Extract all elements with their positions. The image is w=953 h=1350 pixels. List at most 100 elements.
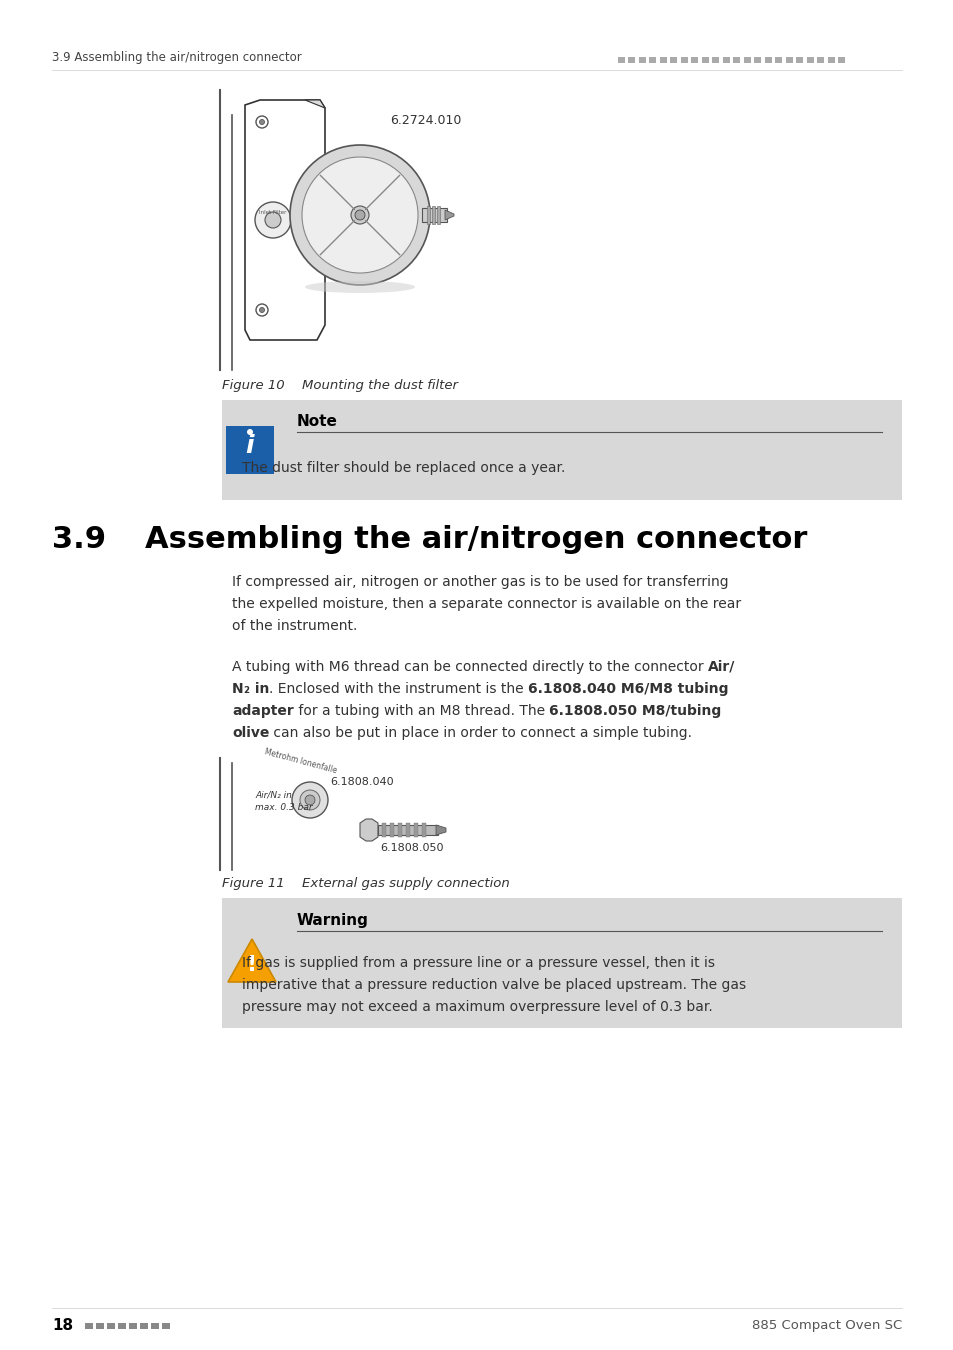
- Bar: [743, 57, 750, 63]
- Bar: [406, 824, 410, 837]
- Bar: [670, 57, 677, 63]
- Text: Figure 11: Figure 11: [222, 876, 284, 890]
- Bar: [712, 57, 719, 63]
- Polygon shape: [359, 819, 377, 841]
- Circle shape: [290, 144, 430, 285]
- Text: Air/N₂ in: Air/N₂ in: [254, 791, 292, 799]
- Bar: [722, 57, 729, 63]
- Text: olive: olive: [232, 726, 269, 740]
- Text: 3.9: 3.9: [52, 525, 106, 555]
- Bar: [436, 207, 439, 224]
- Bar: [432, 207, 435, 224]
- Text: Air/: Air/: [707, 660, 735, 674]
- Bar: [377, 825, 437, 836]
- Text: adapter: adapter: [232, 703, 294, 718]
- Text: 6.1808.040: 6.1808.040: [330, 778, 394, 787]
- Bar: [775, 57, 781, 63]
- Text: External gas supply connection: External gas supply connection: [302, 876, 509, 890]
- Text: of the instrument.: of the instrument.: [232, 620, 357, 633]
- Polygon shape: [228, 940, 275, 981]
- Circle shape: [292, 782, 328, 818]
- Bar: [414, 824, 417, 837]
- Bar: [151, 1323, 159, 1328]
- Circle shape: [351, 207, 369, 224]
- Bar: [639, 57, 645, 63]
- Text: 885 Compact Oven SC: 885 Compact Oven SC: [751, 1319, 901, 1332]
- Text: Inlet Filter: Inlet Filter: [259, 209, 287, 215]
- Text: Figure 10: Figure 10: [222, 378, 284, 392]
- Bar: [649, 57, 656, 63]
- Text: . Enclosed with the instrument is the: . Enclosed with the instrument is the: [269, 682, 527, 697]
- Polygon shape: [444, 211, 454, 220]
- Bar: [118, 1323, 126, 1328]
- Text: max. 0.3 bar: max. 0.3 bar: [254, 803, 313, 813]
- Bar: [96, 1323, 104, 1328]
- Circle shape: [265, 212, 281, 228]
- Bar: [754, 57, 760, 63]
- Text: Mounting the dust filter: Mounting the dust filter: [302, 378, 457, 392]
- Text: can also be put in place in order to connect a simple tubing.: can also be put in place in order to con…: [269, 726, 692, 740]
- Text: Note: Note: [296, 414, 337, 429]
- Bar: [785, 57, 792, 63]
- Bar: [733, 57, 740, 63]
- Circle shape: [259, 308, 264, 312]
- Bar: [691, 57, 698, 63]
- Text: 6.2724.010: 6.2724.010: [390, 115, 461, 127]
- Bar: [222, 898, 901, 1027]
- Text: If compressed air, nitrogen or another gas is to be used for transferring: If compressed air, nitrogen or another g…: [232, 575, 728, 589]
- Text: 6.1808.050: 6.1808.050: [379, 842, 443, 853]
- Text: A tubing with M6 thread can be connected directly to the connector: A tubing with M6 thread can be connected…: [232, 660, 707, 674]
- Bar: [397, 824, 401, 837]
- Text: for a tubing with an M8 thread. The: for a tubing with an M8 thread. The: [294, 703, 549, 718]
- Bar: [421, 208, 447, 221]
- Bar: [764, 57, 771, 63]
- Bar: [107, 1323, 115, 1328]
- Circle shape: [305, 795, 314, 805]
- Bar: [421, 824, 426, 837]
- Bar: [827, 57, 834, 63]
- Bar: [381, 824, 386, 837]
- Bar: [701, 57, 708, 63]
- Bar: [129, 1323, 137, 1328]
- Text: ₂: ₂: [243, 682, 250, 697]
- Bar: [427, 207, 430, 224]
- Text: the expelled moisture, then a separate connector is available on the rear: the expelled moisture, then a separate c…: [232, 597, 740, 612]
- Bar: [390, 824, 394, 837]
- Circle shape: [355, 211, 365, 220]
- Text: 18: 18: [52, 1319, 73, 1334]
- Ellipse shape: [305, 281, 415, 293]
- Bar: [838, 57, 844, 63]
- Polygon shape: [305, 100, 325, 108]
- Bar: [796, 57, 802, 63]
- Text: Warning: Warning: [296, 913, 369, 927]
- Bar: [680, 57, 687, 63]
- Polygon shape: [436, 825, 446, 836]
- Bar: [618, 57, 624, 63]
- Text: in: in: [250, 682, 269, 697]
- Bar: [162, 1323, 170, 1328]
- Text: !: !: [247, 954, 256, 975]
- Circle shape: [259, 120, 264, 124]
- Circle shape: [302, 157, 417, 273]
- Circle shape: [254, 202, 291, 238]
- Circle shape: [247, 429, 253, 435]
- Bar: [85, 1323, 92, 1328]
- Text: If gas is supplied from a pressure line or a pressure vessel, then it is: If gas is supplied from a pressure line …: [242, 956, 714, 971]
- Text: Metrohm Ionenfalle: Metrohm Ionenfalle: [263, 747, 337, 775]
- Text: N: N: [232, 682, 243, 697]
- Text: Assembling the air/nitrogen connector: Assembling the air/nitrogen connector: [145, 525, 806, 555]
- Bar: [222, 400, 901, 500]
- Text: The dust filter should be replaced once a year.: The dust filter should be replaced once …: [242, 460, 565, 475]
- Bar: [140, 1323, 148, 1328]
- Text: 6.1808.040 M6/M8 tubing: 6.1808.040 M6/M8 tubing: [527, 682, 728, 697]
- Text: 3.9 Assembling the air/nitrogen connector: 3.9 Assembling the air/nitrogen connecto…: [52, 51, 301, 65]
- Bar: [817, 57, 823, 63]
- Text: imperative that a pressure reduction valve be placed upstream. The gas: imperative that a pressure reduction val…: [242, 977, 745, 992]
- Bar: [628, 57, 635, 63]
- Text: pressure may not exceed a maximum overpressure level of 0.3 bar.: pressure may not exceed a maximum overpr…: [242, 1000, 712, 1014]
- Text: 6.1808.050 M8/tubing: 6.1808.050 M8/tubing: [549, 703, 720, 718]
- Bar: [226, 427, 274, 474]
- Circle shape: [299, 790, 319, 810]
- Bar: [806, 57, 813, 63]
- Text: i: i: [246, 433, 254, 458]
